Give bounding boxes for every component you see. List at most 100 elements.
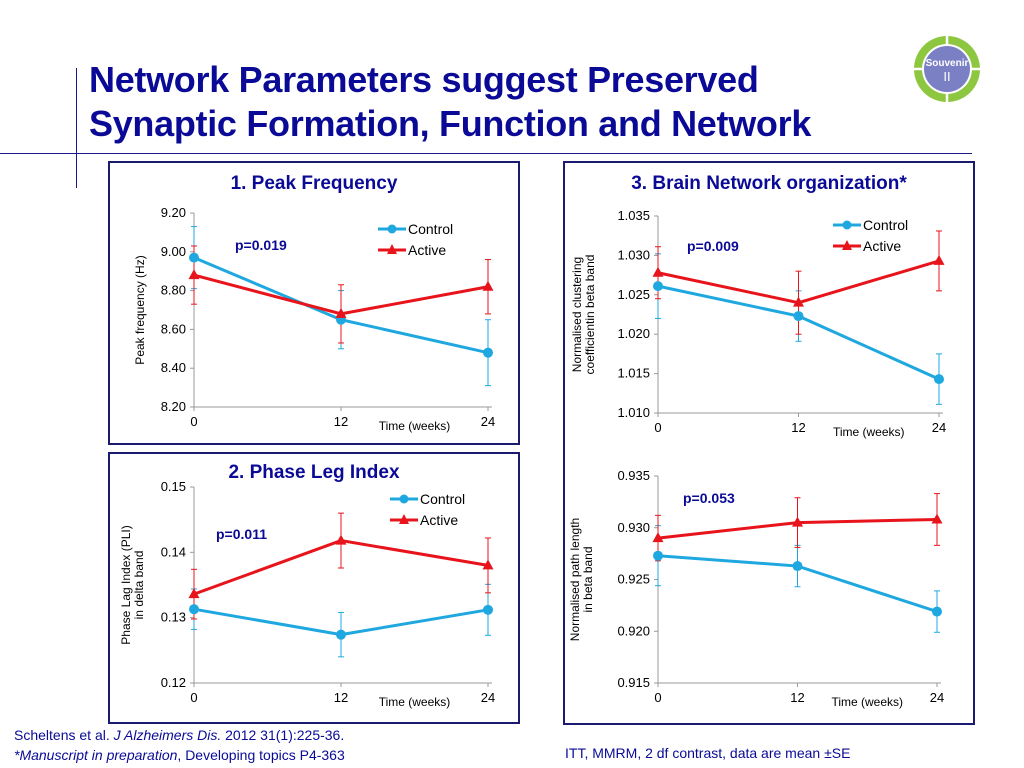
- y-axis-label: coefficientin beta band: [583, 255, 597, 375]
- legend-label-active: Active: [863, 238, 901, 254]
- y-tick-label: 0.915: [617, 675, 650, 690]
- y-tick-label: 0.925: [617, 572, 650, 587]
- y-tick-label: 1.015: [617, 366, 650, 381]
- slide-title: Network Parameters suggest Preserved Syn…: [89, 58, 811, 146]
- data-point-control: [792, 561, 803, 572]
- legend-marker-control: [387, 224, 397, 234]
- y-tick-label: 1.025: [617, 287, 650, 302]
- y-tick-label: 0.13: [161, 610, 186, 625]
- data-point-active: [652, 532, 664, 543]
- data-point-active: [482, 280, 494, 291]
- logo-text-top: Souvenir: [926, 58, 969, 69]
- panel-peak-frequency: 1. Peak Frequency 8.20 8.40 8.60 8.80 9.00 9.…: [108, 161, 520, 445]
- data-point-control: [336, 629, 346, 640]
- chart-path-length: 0.915 0.920 0.925 0.930 0.935 0 12 24 Time (week…: [568, 468, 944, 709]
- data-point-active: [793, 296, 804, 307]
- panel-brain-network: 3. Brain Network organization* 1.010 1.01…: [563, 161, 975, 725]
- x-tick-label: 24: [481, 414, 495, 429]
- x-axis-label: Time (weeks): [379, 695, 451, 709]
- panel-title: 1. Peak Frequency: [230, 173, 398, 194]
- y-tick-label: 8.80: [161, 283, 186, 298]
- x-axis-label: Time (weeks): [833, 425, 905, 439]
- y-axis-label: Normalised path length: [568, 518, 582, 641]
- data-point-active: [652, 266, 664, 277]
- panel-title: 2. Phase Leg Index: [228, 462, 400, 483]
- p-value-annotation: p=0.053: [683, 490, 735, 506]
- data-point-active: [792, 516, 803, 527]
- y-tick-label: 0.14: [161, 544, 186, 559]
- y-tick-label: 1.035: [617, 208, 650, 223]
- legend-label-active: Active: [420, 512, 458, 528]
- x-tick-label: 0: [654, 690, 661, 705]
- y-axis-label: Phase Lag Index (PLI): [119, 525, 133, 644]
- y-tick-label: 1.030: [617, 247, 650, 262]
- x-axis-label: Time (weeks): [379, 419, 451, 433]
- ref-author: Scheltens et al.: [14, 727, 114, 743]
- panel-phase-lag-index: 2. Phase Leg Index 0.12 0.13 0.14 0.15 0 12 24…: [108, 452, 520, 724]
- decorative-horizontal-rule: [0, 153, 972, 154]
- data-point-control: [653, 550, 663, 561]
- manuscript-note: *Manuscript in preparation, Developing t…: [14, 747, 345, 763]
- legend-label-control: Control: [408, 221, 453, 237]
- x-tick-label: 0: [654, 420, 661, 435]
- y-axis-label: in beta band: [581, 546, 595, 612]
- legend-marker-active: [399, 514, 409, 524]
- x-tick-label: 12: [334, 690, 348, 705]
- stats-note: ITT, MMRM, 2 df contrast, data are mean …: [565, 745, 851, 761]
- data-point-control: [483, 347, 493, 358]
- y-tick-label: 0.930: [617, 520, 650, 535]
- data-point-control: [932, 606, 942, 617]
- legend-marker-control: [842, 220, 852, 230]
- legend-label-active: Active: [408, 242, 446, 258]
- x-tick-label: 0: [190, 690, 197, 705]
- data-point-active: [933, 254, 945, 265]
- y-tick-label: 0.935: [617, 468, 650, 483]
- data-point-control: [653, 281, 663, 292]
- legend-label-control: Control: [420, 491, 465, 507]
- x-tick-label: 24: [932, 420, 946, 435]
- reference-citation: Scheltens et al. J Alzheimers Dis. 2012 …: [14, 727, 344, 743]
- y-axis-label: Normalised clustering: [570, 257, 584, 372]
- x-tick-label: 12: [791, 420, 805, 435]
- slide-title-line-1: Network Parameters suggest Preserved: [89, 59, 759, 100]
- y-axis-label: Peak frequency (Hz): [133, 255, 147, 364]
- y-tick-label: 0.12: [161, 675, 186, 690]
- p-value-annotation: p=0.011: [216, 526, 267, 542]
- y-tick-label: 0.920: [617, 623, 650, 638]
- ref-journal: J Alzheimers Dis.: [113, 727, 222, 743]
- data-point-active: [335, 307, 347, 318]
- souvenir-logo: Souvenir II: [912, 34, 982, 104]
- x-tick-label: 0: [190, 414, 197, 429]
- y-tick-label: 8.40: [161, 360, 186, 375]
- chart-clustering-coefficient: 1.010 1.015 1.020 1.025 1.030 1.035 0 12 24 Time …: [570, 208, 946, 439]
- legend-marker-active: [387, 244, 397, 254]
- x-tick-label: 24: [481, 690, 495, 705]
- legend-label-control: Control: [863, 217, 908, 233]
- slide-title-line-2: Synaptic Formation, Function and Network: [89, 103, 812, 144]
- x-tick-label: 12: [334, 414, 348, 429]
- p-value-annotation: p=0.019: [235, 237, 287, 253]
- y-tick-label: 9.20: [161, 205, 186, 220]
- note-italic: *Manuscript in preparation: [14, 747, 178, 763]
- p-value-annotation: p=0.009: [687, 238, 739, 254]
- data-point-control: [189, 252, 199, 263]
- data-point-control: [934, 374, 944, 385]
- panel-title: 3. Brain Network organization*: [631, 173, 907, 194]
- y-axis-label: in delta band: [132, 551, 146, 620]
- y-tick-label: 0.15: [161, 479, 186, 494]
- y-tick-label: 9.00: [161, 244, 186, 259]
- data-point-control: [483, 604, 493, 615]
- data-point-active: [188, 269, 200, 280]
- chart-phase-lag-index: 0.12 0.13 0.14 0.15 0 12 24 Time (weeks) Phase L…: [119, 479, 495, 709]
- data-point-control: [793, 311, 804, 322]
- decorative-vertical-rule: [76, 68, 77, 188]
- data-point-active: [482, 559, 494, 570]
- y-tick-label: 8.60: [161, 321, 186, 336]
- y-tick-label: 1.010: [617, 405, 650, 420]
- data-point-control: [189, 604, 199, 615]
- data-point-active: [931, 513, 943, 524]
- ref-rest: 2012 31(1):225-36.: [221, 727, 345, 743]
- y-tick-label: 1.020: [617, 326, 650, 341]
- legend-marker-control: [399, 494, 409, 504]
- logo-text-bottom: II: [943, 69, 950, 84]
